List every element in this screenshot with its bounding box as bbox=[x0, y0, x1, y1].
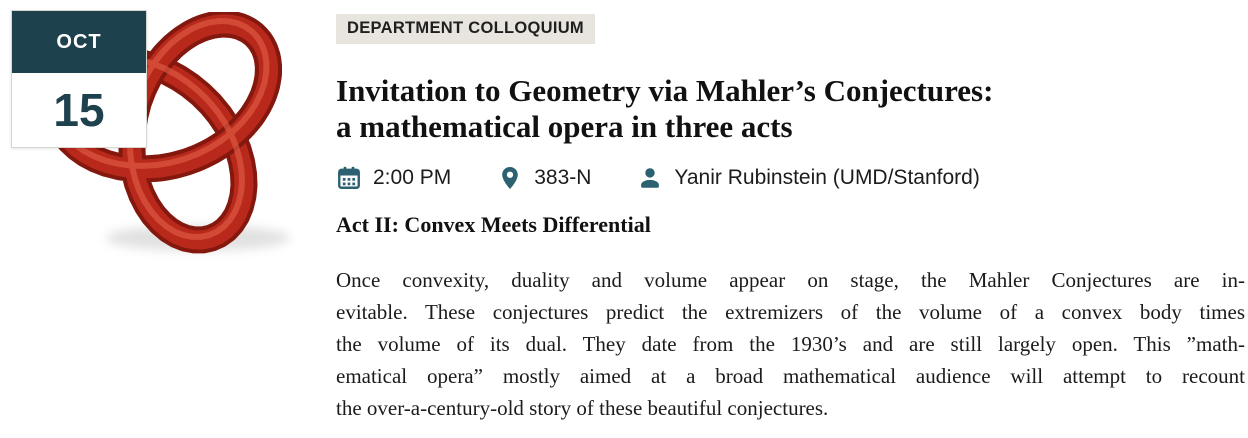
event-title-line-2: a mathematical opera in three acts bbox=[336, 109, 793, 144]
event-location: 383-N bbox=[534, 166, 592, 189]
meta-time: 2:00 PM bbox=[336, 165, 451, 191]
event-speaker: Yanir Rubinstein (UMD/Stanford) bbox=[674, 166, 980, 189]
abstract-line: evitable. These conjectures predict the … bbox=[336, 300, 1245, 324]
event-title: Invitation to Geometry via Mahler’s Conj… bbox=[336, 73, 1245, 145]
abstract-line: the volume of its dual. They date from t… bbox=[336, 332, 1245, 356]
meta-location: 383-N bbox=[497, 165, 591, 191]
event-meta-row: 2:00 PM 383-N Yanir Rubinstein (UMD/Stan… bbox=[336, 165, 1245, 191]
meta-speaker: Yanir Rubinstein (UMD/Stanford) bbox=[637, 165, 980, 191]
event-visual: OCT 15 bbox=[0, 0, 336, 300]
abstract-line: Once convexity, duality and volume appea… bbox=[336, 268, 1245, 292]
date-month: OCT bbox=[12, 11, 146, 73]
location-pin-icon bbox=[497, 165, 523, 191]
event-subtitle: Act II: Convex Meets Differential bbox=[336, 212, 651, 237]
abstract-line: ematical opera” mostly aimed at a broad … bbox=[336, 364, 1245, 388]
event-content: DEPARTMENT COLLOQUIUM Invitation to Geom… bbox=[336, 14, 1245, 424]
person-icon bbox=[637, 165, 663, 191]
calendar-icon bbox=[336, 165, 362, 191]
event-title-line-1: Invitation to Geometry via Mahler’s Conj… bbox=[336, 73, 994, 108]
category-badge: DEPARTMENT COLLOQUIUM bbox=[336, 14, 595, 44]
abstract-line: the over-a-century-old story of these be… bbox=[336, 396, 829, 420]
date-day: 15 bbox=[53, 84, 105, 136]
date-badge: OCT 15 bbox=[11, 10, 147, 148]
event-abstract: Once convexity, duality and volume appea… bbox=[336, 264, 1245, 424]
event-time: 2:00 PM bbox=[373, 166, 452, 189]
